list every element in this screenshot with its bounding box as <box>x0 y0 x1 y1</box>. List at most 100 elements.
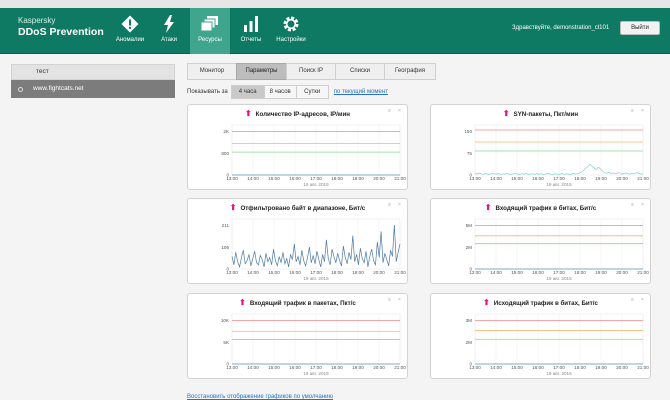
x-tick-label: 19:00 <box>595 365 607 370</box>
nav-label: Ресурсы <box>198 37 222 43</box>
pin-arrow-icon[interactable]: ⬆ <box>484 203 492 212</box>
chart-title-text: Отфильтровано байт в диапазоне, Бит/с <box>240 205 366 212</box>
tab-monitor[interactable]: Монитор <box>187 63 237 80</box>
y-tick-label: 5M <box>466 223 473 228</box>
panel-menu-icon[interactable]: ≡ <box>631 202 634 208</box>
panel-close-icon[interactable]: × <box>641 297 644 303</box>
y-tick-label: 10K <box>221 318 230 323</box>
x-tick-label: 21:00 <box>394 270 406 275</box>
panel-close-icon[interactable]: × <box>641 202 644 208</box>
x-date-label: 19 авг. 2015 <box>546 276 572 281</box>
x-tick-label: 13:00 <box>226 365 238 370</box>
pin-arrow-icon[interactable]: ⬆ <box>483 298 490 307</box>
pin-arrow-icon[interactable]: ⬆ <box>502 109 510 118</box>
nav-reports[interactable]: Отчеты <box>234 8 268 54</box>
restore-default-link[interactable]: Восстановить отображение графиков по умо… <box>187 394 333 400</box>
x-tick-label: 21:00 <box>637 270 649 275</box>
y-tick-label: 0 <box>226 173 229 178</box>
y-tick-label: 0 <box>469 173 472 178</box>
x-date-label: 19 авг. 2015 <box>303 182 329 187</box>
nav-settings[interactable]: Настройки <box>272 8 310 54</box>
tab-parameters[interactable]: Параметры <box>236 63 287 80</box>
status-dot-icon <box>18 87 23 92</box>
panel-close-icon[interactable]: × <box>398 202 401 208</box>
panel-close-icon[interactable]: × <box>398 108 401 114</box>
x-tick-label: 21:00 <box>394 176 406 181</box>
x-tick-label: 19:00 <box>352 270 364 275</box>
x-tick-label: 18:00 <box>331 176 343 181</box>
x-tick-label: 20:00 <box>616 270 628 275</box>
chart-title: ⬆ Отфильтровано байт в диапазоне, Бит/с <box>188 203 407 212</box>
period-now-link[interactable]: по текущий момент <box>333 89 388 95</box>
panel-menu-icon[interactable]: ≡ <box>631 297 634 303</box>
sidebar-group-header[interactable]: тест <box>11 64 175 80</box>
x-date-label: 19 авг. 2015 <box>546 182 572 187</box>
y-tick-label: 0 <box>226 362 229 367</box>
sidebar-item-label: www.fightcats.net <box>33 85 84 92</box>
chart-svg: 13:00 14:00 15:00 16:00 17:00 18:00 19:00 20:00… <box>221 218 406 281</box>
x-date-label: 19 авг. 2015 <box>303 371 329 376</box>
panel-menu-icon[interactable]: ≡ <box>631 108 634 114</box>
x-tick-label: 13:00 <box>226 270 238 275</box>
panel-close-icon[interactable]: × <box>398 297 401 303</box>
browser-top-strip <box>0 0 670 8</box>
chart-panel-outbound-bits: ⬆ Исходящий трафик в битах, Бит/с ≡ × 13:00 1… <box>430 293 651 379</box>
period-4h-button[interactable]: 4 часа <box>230 85 265 99</box>
x-tick-label: 17:00 <box>553 365 565 370</box>
brand-line2: DDoS Prevention <box>18 26 104 38</box>
x-tick-label: 16:00 <box>289 176 301 181</box>
chart-panel-syn-packets: ⬆ SYN-пакеты, Пкт/мин ≡ × 13:00 14:00 15:00 16:… <box>430 104 651 190</box>
panel-menu-icon[interactable]: ≡ <box>388 297 391 303</box>
x-tick-label: 18:00 <box>574 176 586 181</box>
nav-label: Настройки <box>276 37 306 43</box>
chart-svg: 13:00 14:00 15:00 16:00 17:00 18:00 19:00 20:00… <box>464 124 649 187</box>
chart-svg: 13:00 14:00 15:00 16:00 17:00 18:00 19:00 20:00… <box>466 313 649 376</box>
x-tick-label: 21:00 <box>637 365 649 370</box>
period-day-button[interactable]: Сутки <box>295 85 329 99</box>
x-tick-label: 16:00 <box>289 270 301 275</box>
x-tick-label: 17:00 <box>310 270 322 275</box>
chart-title: ⬆ SYN-пакеты, Пкт/мин <box>431 109 650 118</box>
pin-arrow-icon[interactable]: ⬆ <box>229 203 237 212</box>
panel-menu-icon[interactable]: ≡ <box>388 108 391 114</box>
y-tick-label: 75 <box>467 151 473 156</box>
gear-icon <box>283 16 299 32</box>
tab-geography[interactable]: География <box>384 63 436 80</box>
nav-anomalies[interactable]: Аномалии <box>110 8 150 54</box>
x-tick-label: 17:00 <box>553 270 565 275</box>
nav-attacks[interactable]: Атаки <box>152 8 186 54</box>
tab-lists[interactable]: Списки <box>335 63 385 80</box>
pin-arrow-icon[interactable]: ⬆ <box>244 109 252 118</box>
chart-title-text: SYN-пакеты, Пкт/мин <box>513 111 579 118</box>
y-tick-label: 106 <box>221 245 229 250</box>
alert-diamond-icon <box>121 15 139 33</box>
chart-svg: 13:00 14:00 15:00 16:00 17:00 18:00 19:00 20:00… <box>221 313 406 376</box>
x-tick-label: 16:00 <box>532 176 544 181</box>
x-tick-label: 16:00 <box>532 365 544 370</box>
chart-title-text: Исходящий трафик в битах, Бит/с <box>493 300 598 307</box>
tab-ip-search[interactable]: Поиск IP <box>286 63 336 80</box>
y-tick-label: 211 <box>222 223 230 228</box>
x-tick-label: 18:00 <box>574 270 586 275</box>
chart-panel-inbound-packets: ⬆ Входящий трафик в пакетах, Пкт/с ≡ × 13:00… <box>187 293 408 379</box>
nav-resources[interactable]: Ресурсы <box>190 8 230 54</box>
x-tick-label: 18:00 <box>574 365 586 370</box>
x-tick-label: 20:00 <box>373 270 385 275</box>
logout-button[interactable]: Выйти <box>620 21 660 35</box>
sidebar-item-resource[interactable]: www.fightcats.net <box>11 80 175 98</box>
x-tick-label: 17:00 <box>310 365 322 370</box>
y-tick-label: 5K <box>223 340 230 345</box>
panel-close-icon[interactable]: × <box>641 108 644 114</box>
x-tick-label: 18:00 <box>331 365 343 370</box>
y-tick-label: 2M <box>466 245 473 250</box>
x-tick-label: 21:00 <box>394 365 406 370</box>
x-tick-label: 15:00 <box>268 270 280 275</box>
x-tick-label: 16:00 <box>289 365 301 370</box>
series-line <box>231 224 401 269</box>
panel-menu-icon[interactable]: ≡ <box>388 202 391 208</box>
pin-arrow-icon[interactable]: ⬆ <box>239 298 246 307</box>
period-8h-button[interactable]: 8 часов <box>263 85 297 99</box>
x-tick-label: 20:00 <box>616 365 628 370</box>
x-tick-label: 17:00 <box>553 176 565 181</box>
x-tick-label: 14:00 <box>490 365 502 370</box>
